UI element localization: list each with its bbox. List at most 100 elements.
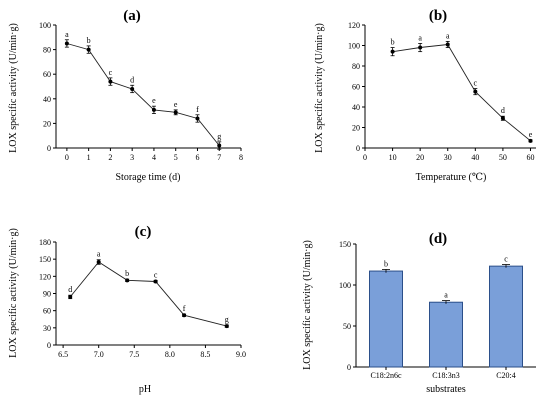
chart3-ytick-label-1: 50 xyxy=(343,322,351,331)
chart0-xtick-label-1: 1 xyxy=(87,153,91,162)
chart0-xtick-label-4: 4 xyxy=(152,153,156,162)
chart1-sig-letter-5: e xyxy=(529,130,533,139)
chart2-xtick-label-3: 8.0 xyxy=(165,350,175,359)
chart0-sig-letter-5: e xyxy=(174,100,178,109)
chart0-point-3 xyxy=(130,86,135,91)
chart2-point-5 xyxy=(224,324,229,329)
chart0-x-axis-label: Storage time (d) xyxy=(116,172,181,183)
chart2-point-0 xyxy=(68,294,73,299)
chart3-ytick-label-3: 150 xyxy=(339,240,351,249)
chart1-ytick-label-0: 0 xyxy=(356,144,360,153)
chart0-point-1 xyxy=(86,47,91,52)
chart3-y-axis-label: LOX specific activity (U/min·g) xyxy=(302,240,313,370)
chart3-category-label-1: C18:3n3 xyxy=(432,371,460,380)
chart2-ytick-label-5: 150 xyxy=(39,255,51,264)
chart0-panel-label: (a) xyxy=(123,8,141,24)
chart2-sig-letter-5: g xyxy=(225,315,229,324)
chart0-sig-letter-6: f xyxy=(196,105,199,114)
chart1-series-line xyxy=(392,44,531,142)
chart2-sig-letter-1: a xyxy=(97,250,101,259)
chart2-sig-letter-3: c xyxy=(154,270,158,279)
chart1-xtick-label-4: 40 xyxy=(471,153,479,162)
chart1-ytick-label-3: 60 xyxy=(352,83,360,92)
chart1-xtick-label-6: 60 xyxy=(526,153,534,162)
chart1-xtick-label-5: 50 xyxy=(499,153,507,162)
chart2-ytick-label-1: 30 xyxy=(43,324,51,333)
chart1-ytick-label-5: 100 xyxy=(348,42,360,51)
chart0-sig-letter-2: c xyxy=(109,68,113,77)
chart1-ytick-label-4: 80 xyxy=(352,62,360,71)
chart2-point-1 xyxy=(96,260,101,265)
chart2-sig-letter-0: d xyxy=(68,285,72,294)
chart2-y-axis-label: LOX specific activity (U/min·g) xyxy=(8,228,19,358)
chart1-panel-label: (b) xyxy=(429,8,447,24)
chart0-sig-letter-1: b xyxy=(87,36,91,45)
chart2-xtick-label-0: 6.5 xyxy=(58,350,68,359)
chart3-bar-0 xyxy=(369,270,403,368)
chart0-xtick-label-3: 3 xyxy=(130,153,134,162)
chart0-xtick-label-2: 2 xyxy=(108,153,112,162)
chart1-sig-letter-1: a xyxy=(418,33,422,42)
chart2-point-3 xyxy=(153,279,158,284)
chart0-sig-letter-3: d xyxy=(130,75,134,84)
chart1-xtick-label-2: 20 xyxy=(416,153,424,162)
chart1-point-0 xyxy=(390,49,395,54)
chart3-panel-label: (d) xyxy=(429,231,447,247)
chart0-series-line xyxy=(66,43,220,146)
chart0-ytick-label-5: 100 xyxy=(39,21,51,30)
chart0-point-6 xyxy=(195,116,200,121)
chart2-panel-label: (c) xyxy=(135,224,152,240)
chart0-point-4 xyxy=(151,107,156,112)
chart1-point-2 xyxy=(445,42,450,47)
chart2-point-4 xyxy=(182,313,187,318)
chart1-xtick-label-1: 10 xyxy=(389,153,397,162)
chart0-ytick-label-2: 40 xyxy=(43,95,51,104)
chart0-ytick-label-1: 20 xyxy=(43,119,51,128)
chart3-ytick-label-2: 100 xyxy=(339,281,351,290)
chart0-point-5 xyxy=(173,110,178,115)
chart1-x-axis-label: Temperature (℃) xyxy=(416,172,487,183)
chart0-xtick-label-7: 7 xyxy=(217,153,221,162)
chart3-x-axis-label: substrates xyxy=(426,384,466,395)
chart2-sig-letter-4: f xyxy=(183,304,186,313)
chart2-x-axis-label: pH xyxy=(139,384,151,395)
chart1-sig-letter-3: c xyxy=(474,79,478,88)
chart1-ytick-label-6: 120 xyxy=(348,21,360,30)
chart0-sig-letter-4: e xyxy=(152,96,156,105)
chart2-xtick-label-5: 9.0 xyxy=(236,350,246,359)
chart2-xtick-label-1: 7.0 xyxy=(94,350,104,359)
chart0-ytick-label-4: 80 xyxy=(43,46,51,55)
chart3-ytick-label-0: 0 xyxy=(347,363,351,372)
chart0-xtick-label-8: 8 xyxy=(239,153,243,162)
chart2-sig-letter-2: b xyxy=(125,269,129,278)
chart1-ytick-label-2: 40 xyxy=(352,103,360,112)
chart2-ytick-label-4: 120 xyxy=(39,272,51,281)
chart2-ytick-label-0: 0 xyxy=(47,341,51,350)
chart0-xtick-label-0: 0 xyxy=(65,153,69,162)
chart2-ytick-label-2: 60 xyxy=(43,307,51,316)
chart2-xtick-label-4: 8.5 xyxy=(200,350,210,359)
chart3-sig-letter-2: c xyxy=(504,255,508,264)
chart3-category-label-0: C18:2n6c xyxy=(370,371,402,380)
chart0-point-7 xyxy=(217,143,222,148)
chart0-ytick-label-0: 0 xyxy=(47,144,51,153)
chart1-ytick-label-1: 20 xyxy=(352,124,360,133)
chart2-ytick-label-3: 90 xyxy=(43,290,51,299)
chart1-xtick-label-3: 30 xyxy=(444,153,452,162)
chart2-point-2 xyxy=(125,278,130,283)
chart0-sig-letter-0: a xyxy=(65,30,69,39)
chart1-point-3 xyxy=(473,89,478,94)
chart3-category-label-2: C20:4 xyxy=(496,371,516,380)
chart0-xtick-label-6: 6 xyxy=(195,153,199,162)
chart3-bar-2 xyxy=(489,265,523,368)
chart0-point-0 xyxy=(64,41,69,46)
chart0-point-2 xyxy=(108,79,113,84)
chart0-xtick-label-5: 5 xyxy=(174,153,178,162)
chart0-ytick-label-3: 60 xyxy=(43,70,51,79)
chart0-y-axis-label: LOX specific activity (U/min·g) xyxy=(8,23,19,153)
chart1-point-5 xyxy=(528,138,533,143)
chart3-sig-letter-0: b xyxy=(384,259,388,268)
chart3-bar-1 xyxy=(429,301,463,368)
chart3-sig-letter-1: a xyxy=(444,291,448,300)
